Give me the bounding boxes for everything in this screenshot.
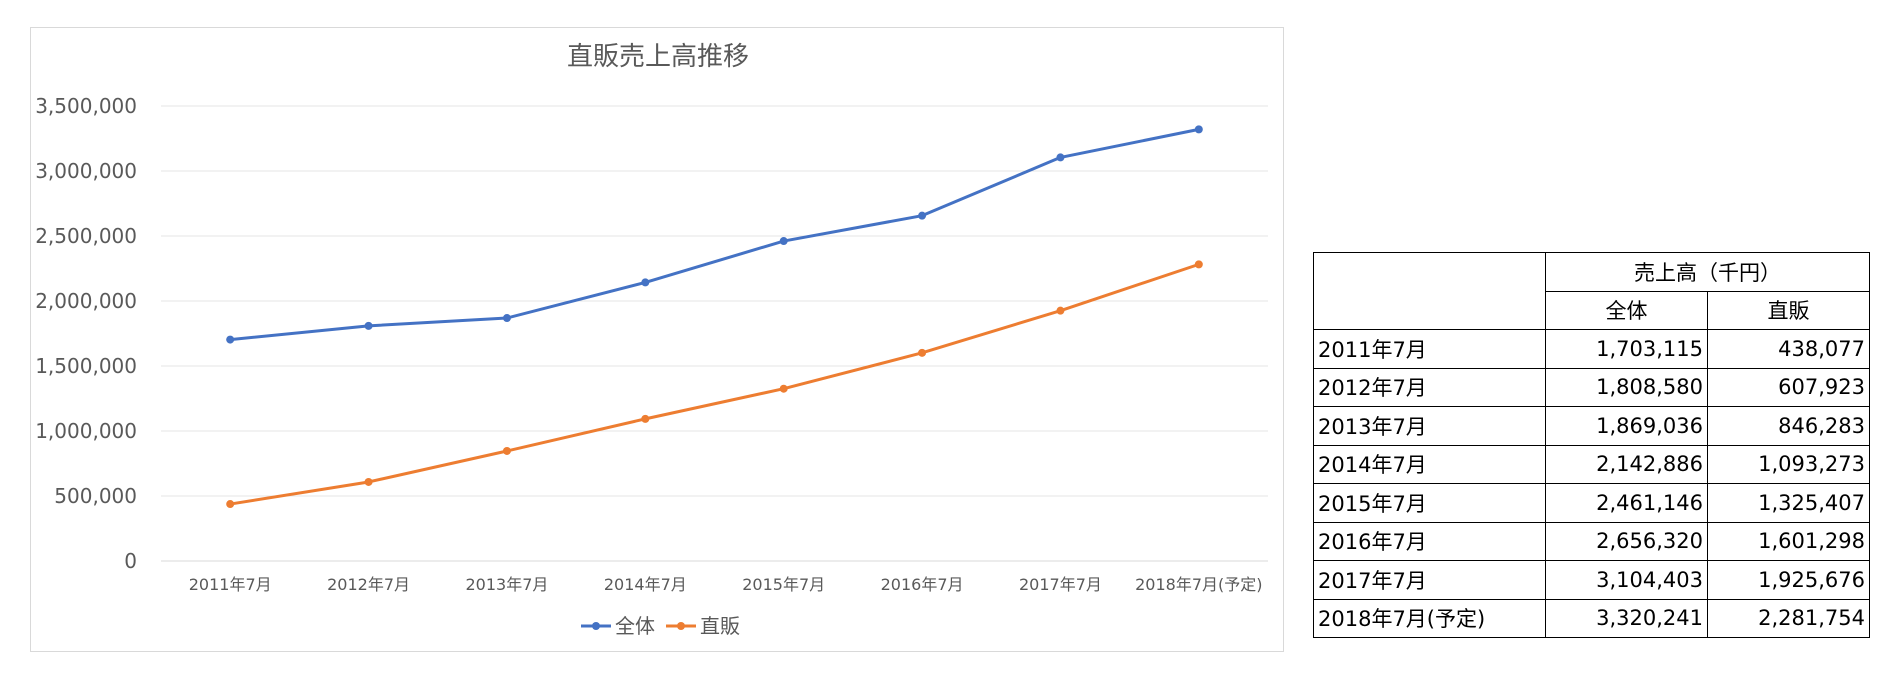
data-point xyxy=(918,348,927,357)
x-axis-ticks: 2011年7月 2012年7月 2013年7月 2014年7月 2015年7月 2016年… xyxy=(189,575,1263,594)
table-cell-total: 1,703,115 xyxy=(1545,329,1708,369)
legend-marker xyxy=(592,622,600,630)
x-tick-label: 2017年7月 xyxy=(1019,575,1102,594)
y-tick-label: 2,500,000 xyxy=(35,224,137,248)
table-cell-total: 2,142,886 xyxy=(1545,444,1708,484)
gridlines xyxy=(161,105,1268,562)
legend-label: 全体 xyxy=(615,614,655,638)
series-lines xyxy=(226,125,1203,509)
table-body: 2011年7月 1,703,115 438,077 2012年7月 1,808,580 6… xyxy=(1313,329,1870,638)
data-point xyxy=(502,314,511,323)
data-point xyxy=(641,278,650,287)
legend-label: 直販 xyxy=(700,614,740,638)
table-cell-direct: 1,925,676 xyxy=(1707,560,1870,600)
x-tick-label: 2015年7月 xyxy=(742,575,825,594)
data-point xyxy=(1056,153,1065,162)
table-cell-total: 1,808,580 xyxy=(1545,367,1708,407)
table-col-direct: 直販 xyxy=(1707,290,1870,330)
data-point xyxy=(502,446,511,455)
table-row-label: 2013年7月 xyxy=(1313,406,1546,446)
x-tick-label: 2013年7月 xyxy=(465,575,548,594)
table-row-label: 2012年7月 xyxy=(1313,367,1546,407)
table-row: 2014年7月 2,142,886 1,093,273 xyxy=(1313,444,1870,484)
table-row-label: 2017年7月 xyxy=(1313,560,1546,600)
line-chart: 直販売上高推移 0 500,000 1,000,000 1,500,000 2,000,… xyxy=(35,42,1268,638)
table-cell-total: 2,461,146 xyxy=(1545,483,1708,523)
table-subheader-row: 全体 直販 xyxy=(1314,290,1870,330)
y-tick-label: 3,500,000 xyxy=(35,94,137,118)
data-point xyxy=(1194,260,1203,269)
table-row: 2011年7月 1,703,115 438,077 xyxy=(1313,329,1870,369)
x-tick-label: 2012年7月 xyxy=(327,575,410,594)
data-point xyxy=(1056,306,1065,315)
y-tick-label: 3,000,000 xyxy=(35,159,137,183)
table-cell-direct: 607,923 xyxy=(1707,367,1870,407)
table-cell-direct: 438,077 xyxy=(1707,329,1870,369)
y-axis-ticks: 0 500,000 1,000,000 1,500,000 2,000,000 2,500… xyxy=(35,94,137,573)
table-header-row: 売上高（千円） xyxy=(1313,252,1870,330)
table-cell-direct: 846,283 xyxy=(1707,406,1870,446)
table-cell-direct: 2,281,754 xyxy=(1707,598,1870,638)
data-point xyxy=(364,477,373,486)
data-point xyxy=(226,500,235,509)
series-line-2 xyxy=(229,262,1200,506)
table-row: 2015年7月 2,461,146 1,325,407 xyxy=(1313,483,1870,523)
table-row: 2012年7月 1,808,580 607,923 xyxy=(1313,367,1870,407)
x-tick-label: 2018年7月(予定) xyxy=(1135,575,1262,594)
table-cell-total: 1,869,036 xyxy=(1545,406,1708,446)
y-tick-label: 1,000,000 xyxy=(35,419,137,443)
data-point xyxy=(779,384,788,393)
data-point xyxy=(918,211,927,220)
table-row-label: 2015年7月 xyxy=(1313,483,1546,523)
table-corner-cell xyxy=(1313,252,1546,330)
data-point xyxy=(226,335,235,344)
table-cell-total: 3,104,403 xyxy=(1545,560,1708,600)
table-cell-total: 3,320,241 xyxy=(1545,598,1708,638)
data-point xyxy=(364,321,373,330)
x-tick-label: 2014年7月 xyxy=(604,575,687,594)
series-line-1 xyxy=(230,127,1200,342)
table-row: 2018年7月(予定) 3,320,241 2,281,754 xyxy=(1313,598,1870,638)
data-point xyxy=(779,237,788,246)
table-row-label: 2016年7月 xyxy=(1313,521,1546,561)
y-tick-label: 2,000,000 xyxy=(35,289,137,313)
y-tick-label: 500,000 xyxy=(54,484,137,508)
table-cell-direct: 1,325,407 xyxy=(1707,483,1870,523)
legend: 全体 直販 xyxy=(581,614,740,638)
y-tick-label: 0 xyxy=(124,549,137,573)
table-cell-total: 2,656,320 xyxy=(1545,521,1708,561)
y-tick-label: 1,500,000 xyxy=(35,354,137,378)
chart-title: 直販売上高推移 xyxy=(567,42,749,72)
x-tick-label: 2011年7月 xyxy=(189,575,272,594)
data-point xyxy=(641,414,650,423)
table-row: 2017年7月 3,104,403 1,925,676 xyxy=(1313,560,1870,600)
sales-table: 売上高（千円） 全体 直販 2011年7月 1,703,115 438,077 201… xyxy=(1313,252,1870,638)
x-tick-label: 2016年7月 xyxy=(881,575,964,594)
table-cell-direct: 1,093,273 xyxy=(1707,444,1870,484)
chart-area: 直販売上高推移 0 500,000 1,000,000 1,500,000 2,000,… xyxy=(30,27,1284,652)
table-row: 2013年7月 1,869,036 846,283 xyxy=(1313,406,1870,446)
table-col-total: 全体 xyxy=(1545,290,1708,330)
table-cell-direct: 1,601,298 xyxy=(1707,521,1870,561)
table-row: 2016年7月 2,656,320 1,601,298 xyxy=(1313,521,1870,561)
data-point xyxy=(1194,125,1203,134)
legend-marker xyxy=(677,622,685,630)
table-row-label: 2014年7月 xyxy=(1313,444,1546,484)
table-header-group: 売上高（千円） xyxy=(1545,252,1870,292)
table-row-label: 2018年7月(予定) xyxy=(1313,598,1546,638)
table-row-label: 2011年7月 xyxy=(1313,329,1546,369)
